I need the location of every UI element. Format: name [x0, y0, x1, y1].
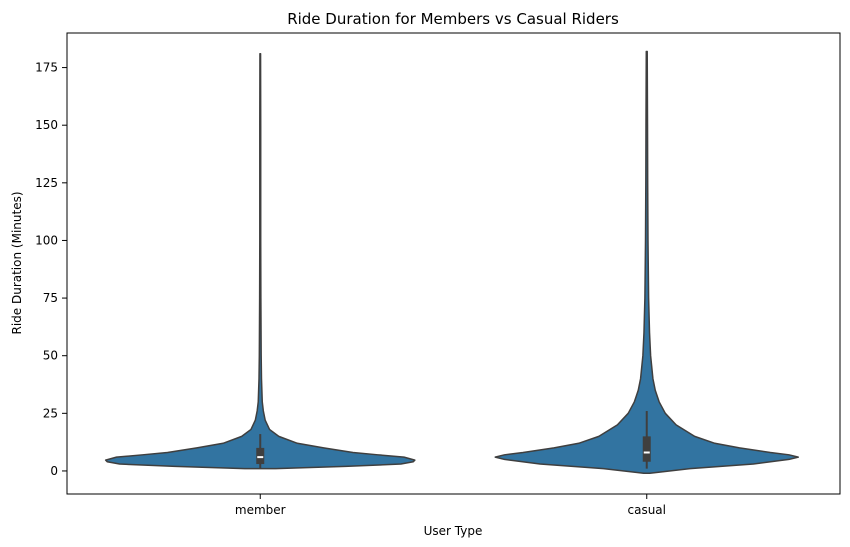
plot-area [104, 50, 800, 474]
y-tick-label: 25 [43, 406, 58, 420]
y-tick-label: 50 [43, 349, 58, 363]
y-tick-label: 175 [35, 61, 58, 75]
y-tick-label: 125 [35, 176, 58, 190]
violin-body-casual [494, 50, 800, 474]
y-axis: 0 25 50 75 100 125 150 175 [35, 61, 67, 478]
y-tick-label: 100 [35, 233, 58, 247]
violin-member [104, 53, 416, 470]
x-axis: member casual [235, 494, 666, 517]
y-tick-label: 75 [43, 291, 58, 305]
plot-frame [66, 32, 841, 495]
violin-iqr-box-member [256, 447, 265, 465]
x-tick-label-casual: casual [628, 503, 667, 517]
y-tick-label: 150 [35, 118, 58, 132]
violin-casual [494, 50, 800, 474]
violin-iqr-box-casual [642, 436, 651, 462]
chart-title: Ride Duration for Members vs Casual Ride… [287, 10, 619, 28]
y-axis-label: Ride Duration (Minutes) [10, 191, 24, 334]
y-tick-label: 0 [50, 464, 58, 478]
violin-body-member [104, 53, 416, 470]
x-axis-label: User Type [424, 524, 483, 538]
x-tick-label-member: member [235, 503, 286, 517]
